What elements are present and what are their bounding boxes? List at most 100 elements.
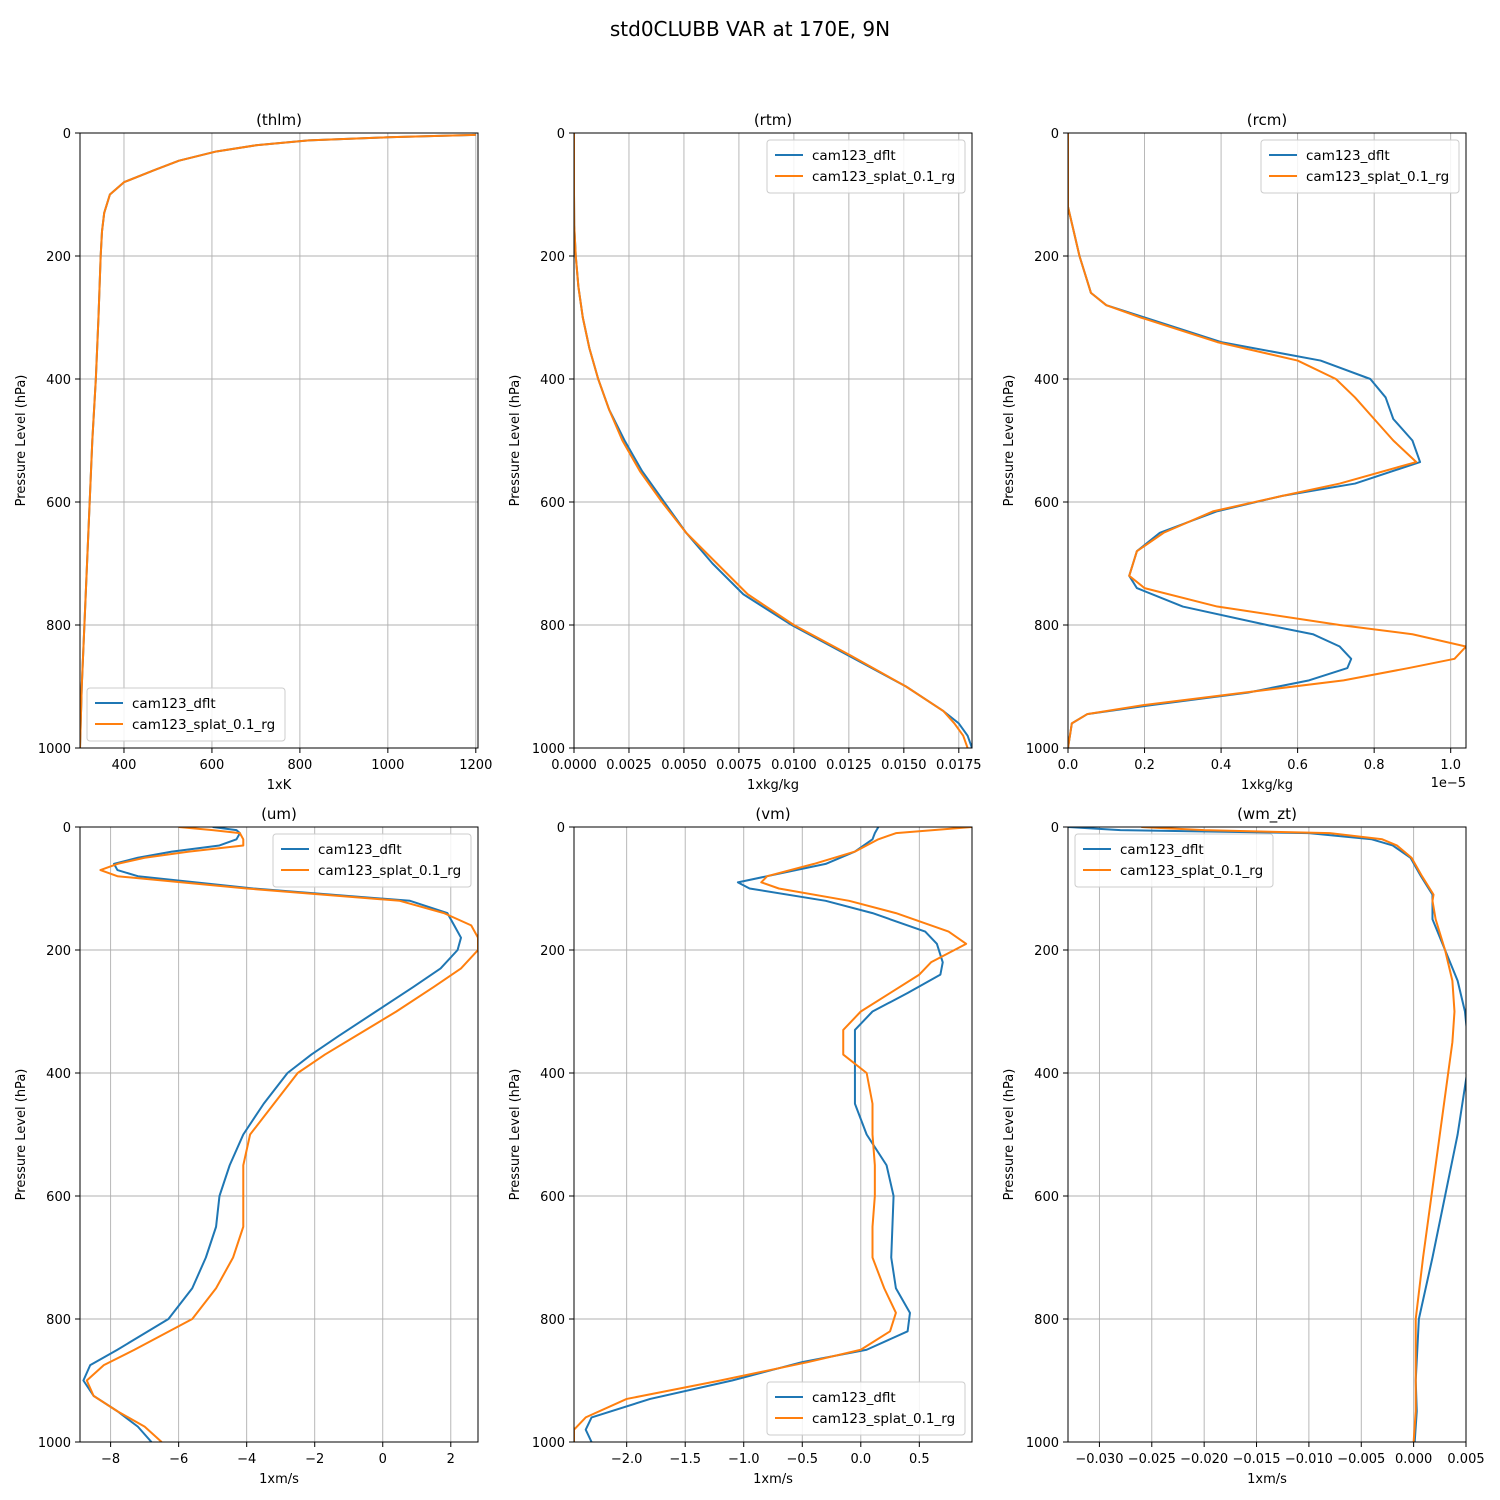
x-tick-label: 0 — [379, 1452, 387, 1467]
y-tick-label: 1000 — [1026, 1436, 1059, 1451]
y-axis-label: Pressure Level (hPa) — [1002, 1069, 1017, 1201]
y-axis-label: Pressure Level (hPa) — [1002, 375, 1017, 507]
x-tick-label: −1.5 — [669, 1452, 701, 1467]
y-tick-label: 200 — [46, 250, 71, 265]
x-axis-label: 1xkg/kg — [747, 778, 799, 793]
legend-label: cam123_splat_0.1_rg — [1306, 169, 1449, 185]
y-axis-label: Pressure Level (hPa) — [14, 1069, 29, 1201]
y-axis-label: Pressure Level (hPa) — [508, 1069, 523, 1201]
x-tick-label: 1200 — [459, 758, 492, 773]
x-axis-label: 1xm/s — [753, 1472, 793, 1487]
legend-label: cam123_dflt — [132, 696, 216, 712]
axes-frame — [79, 132, 479, 749]
legend-label: cam123_splat_0.1_rg — [812, 169, 955, 185]
panel-thlm: 400 600 800 1000 1200 0 200 400 600 800 1000 (thlm)… — [14, 111, 492, 793]
x-tick-label: 0.4 — [1211, 758, 1232, 773]
x-axis-label: 1xK — [267, 778, 292, 793]
legend-label: cam123_splat_0.1_rg — [812, 1411, 955, 1427]
legend: cam123_dflt cam123_splat_0.1_rg — [766, 139, 966, 194]
y-tick-label: 800 — [540, 619, 565, 634]
y-tick-label: 1000 — [532, 742, 565, 757]
x-tick-label: −0.025 — [1128, 1452, 1176, 1467]
panel-title: (um) — [261, 805, 297, 823]
legend-box — [1074, 833, 1274, 888]
y-tick-label: 600 — [46, 496, 71, 511]
legend: cam123_dflt cam123_splat_0.1_rg — [1260, 139, 1460, 194]
y-tick-label: 400 — [46, 1067, 71, 1082]
legend: cam123_dflt cam123_splat_0.1_rg — [766, 1381, 966, 1436]
series-line-cam123-dflt — [1068, 827, 1466, 1442]
x-tick-label: 0.0125 — [826, 758, 872, 773]
legend-box — [272, 833, 472, 888]
legend: cam123_dflt cam123_splat_0.1_rg — [1074, 833, 1274, 888]
y-tick-label: 200 — [1034, 250, 1059, 265]
y-tick-label: 400 — [1034, 373, 1059, 388]
x-tick-label: 0.2 — [1134, 758, 1155, 773]
y-tick-label: 600 — [46, 1190, 71, 1205]
figure-title: std0CLUBB VAR at 170E, 9N — [610, 17, 890, 41]
x-tick-label: 0.000 — [1395, 1452, 1432, 1467]
panel-um: −8 −6 −4 −2 0 2 0 200 400 600 800 1000 (um) 1xm/s Pres… — [14, 805, 479, 1487]
y-tick-label: 200 — [1034, 944, 1059, 959]
legend-label: cam123_dflt — [812, 1390, 896, 1406]
series-line-cam123-dflt — [574, 133, 972, 748]
legend-label: cam123_dflt — [1306, 148, 1390, 164]
y-tick-label: 200 — [46, 944, 71, 959]
y-tick-label: 400 — [1034, 1067, 1059, 1082]
legend-label: cam123_dflt — [318, 842, 402, 858]
y-tick-label: 600 — [1034, 1190, 1059, 1205]
x-tick-label: −4 — [237, 1452, 256, 1467]
axes-frame — [1067, 132, 1467, 749]
y-tick-label: 0 — [1051, 127, 1059, 142]
axes-frame — [573, 132, 973, 749]
x-tick-label: 0.8 — [1364, 758, 1385, 773]
x-tick-label: 0.0000 — [551, 758, 597, 773]
x-axis-label: 1xkg/kg — [1241, 778, 1293, 793]
y-tick-label: 200 — [540, 250, 565, 265]
x-tick-label: −0.030 — [1075, 1452, 1123, 1467]
legend-box — [1260, 139, 1460, 194]
y-tick-label: 1000 — [532, 1436, 565, 1451]
x-tick-label: 2 — [447, 1452, 455, 1467]
legend-box — [86, 687, 286, 742]
legend-box — [766, 139, 966, 194]
x-tick-label: 0.0 — [1058, 758, 1079, 773]
x-tick-label: 0.005 — [1447, 1452, 1484, 1467]
legend-label: cam123_splat_0.1_rg — [318, 863, 461, 879]
x-tick-label: 1000 — [371, 758, 404, 773]
legend-label: cam123_dflt — [1120, 842, 1204, 858]
panel-title: (rtm) — [754, 111, 792, 129]
x-tick-label: 0.0075 — [716, 758, 762, 773]
x-offset-text: 1e−5 — [1431, 776, 1466, 791]
y-tick-label: 0 — [557, 127, 565, 142]
series-line-cam123-splat-0-1-rg — [1068, 133, 1466, 748]
series-line-cam123-dflt — [1068, 133, 1422, 748]
x-tick-label: 400 — [112, 758, 137, 773]
legend-box — [766, 1381, 966, 1436]
series-line-cam123-dflt — [80, 133, 476, 748]
legend: cam123_dflt cam123_splat_0.1_rg — [86, 687, 286, 742]
y-tick-label: 0 — [63, 127, 71, 142]
y-tick-label: 1000 — [1026, 742, 1059, 757]
x-tick-label: 0.6 — [1287, 758, 1308, 773]
axes-frame — [1067, 826, 1467, 1443]
legend-label: cam123_splat_0.1_rg — [1120, 863, 1263, 879]
x-tick-label: 0.0025 — [606, 758, 652, 773]
series-line-cam123-dflt — [82, 827, 462, 1442]
y-tick-label: 400 — [540, 373, 565, 388]
x-tick-label: 0.0050 — [661, 758, 707, 773]
y-tick-label: 600 — [540, 496, 565, 511]
x-tick-label: 0.0 — [850, 1452, 871, 1467]
x-tick-label: −1.0 — [728, 1452, 760, 1467]
x-tick-label: 0.0150 — [881, 758, 927, 773]
y-tick-label: 200 — [540, 944, 565, 959]
y-tick-label: 800 — [1034, 619, 1059, 634]
series-line-cam123-splat-0-1-rg — [574, 827, 972, 1442]
x-axis-label: 1xm/s — [259, 1472, 299, 1487]
x-tick-label: −0.020 — [1180, 1452, 1228, 1467]
legend: cam123_dflt cam123_splat_0.1_rg — [272, 833, 472, 888]
panel-title: (rcm) — [1247, 111, 1287, 129]
y-axis-label: Pressure Level (hPa) — [14, 375, 29, 507]
x-tick-label: 1.0 — [1440, 758, 1461, 773]
